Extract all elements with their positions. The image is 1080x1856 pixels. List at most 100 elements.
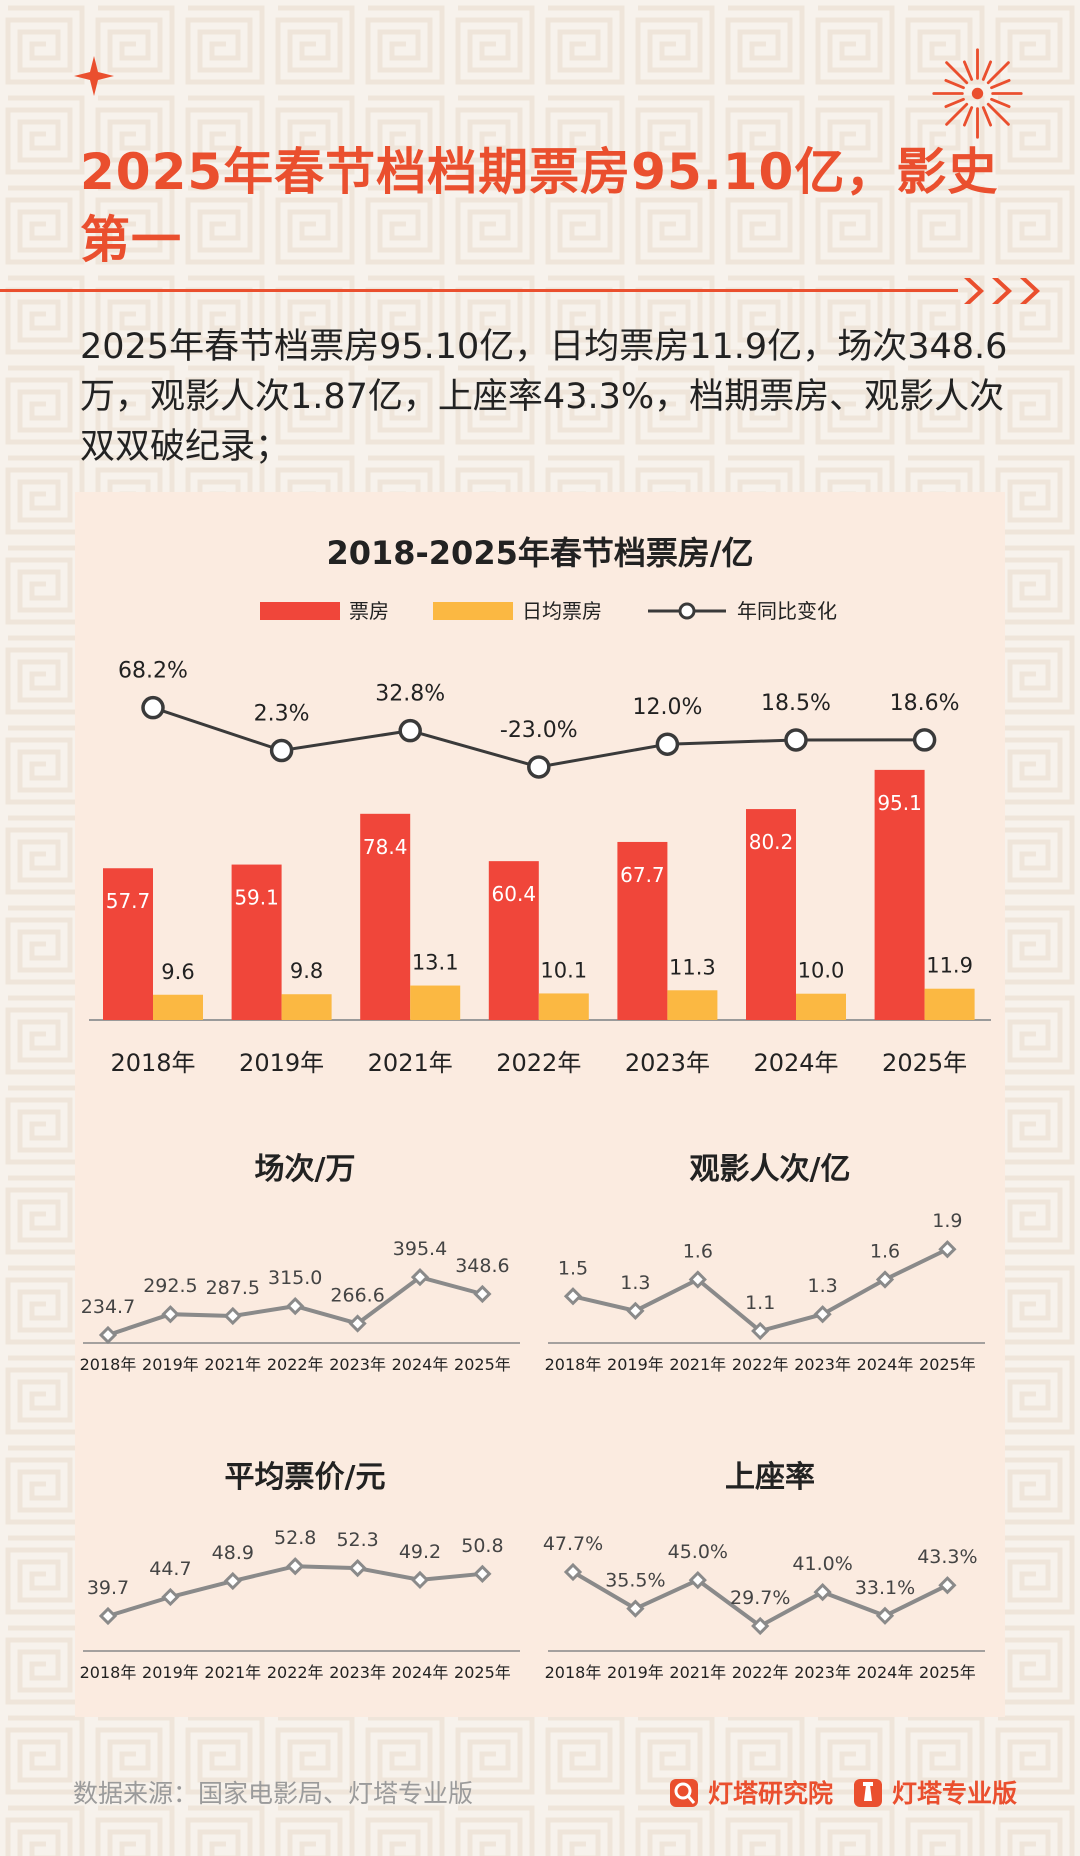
bar-box-office-label: 78.4 (363, 835, 408, 859)
yoy-label: 32.8% (375, 682, 445, 707)
bar-box-office-label: 95.1 (877, 791, 922, 815)
brand-research-label: 灯塔研究院 (708, 1779, 834, 1808)
page-title: 2025年春节档档期票房95.10亿，影史第一 (80, 143, 999, 269)
data-point (563, 1562, 583, 1582)
bar-daily-label: 11.3 (669, 955, 716, 979)
x-tick-label: 2023年 (794, 1663, 851, 1682)
yoy-point (269, 738, 294, 763)
bar-box-office (488, 861, 539, 1020)
data-label: 33.1% (855, 1577, 915, 1599)
x-tick-label: 2022年 (267, 1355, 324, 1374)
x-tick-label: 2024年 (753, 1049, 838, 1077)
bar-daily (796, 993, 846, 1020)
admissions-chart: 1.5 2018年 1.3 2019年 1.6 2021年 1.1 2022年 1.3 2023年… (545, 1210, 985, 1374)
x-tick-label: 2023年 (329, 1355, 386, 1374)
x-tick-label: 2019年 (607, 1355, 664, 1374)
x-tick-label: 2018年 (545, 1663, 602, 1682)
x-tick-label: 2024年 (392, 1355, 449, 1374)
data-point (875, 1606, 895, 1625)
data-label: 348.6 (455, 1255, 509, 1277)
data-point (223, 1571, 242, 1591)
yoy-point (141, 695, 165, 720)
data-point (161, 1305, 180, 1324)
x-tick-label: 2025年 (919, 1355, 976, 1374)
data-point (348, 1558, 367, 1578)
yoy-point (912, 728, 937, 752)
screenings-chart-title: 场次/万 (254, 1152, 356, 1187)
yoy-point (655, 732, 680, 756)
bar-daily (153, 994, 203, 1020)
data-point (938, 1240, 957, 1259)
avg-price-chart: 39.7 2018年 44.7 2019年 48.9 2021年 52.8 2022年 52.3… (80, 1527, 520, 1682)
bar-box-office-label: 59.1 (234, 886, 279, 910)
data-label: 35.5% (605, 1570, 665, 1592)
data-point (348, 1314, 367, 1333)
bar-daily (667, 990, 718, 1020)
bar-box-office-label: 80.2 (749, 830, 794, 854)
x-tick-label: 2025年 (882, 1049, 967, 1077)
legend-marker-yoy (678, 602, 696, 620)
bar-daily (924, 988, 975, 1020)
x-tick-label: 2019年 (607, 1663, 664, 1682)
x-tick-label: 2019年 (142, 1355, 199, 1374)
charts-panel (75, 492, 1005, 1717)
legend-label-daily: 日均票房 (522, 599, 602, 623)
screenings-chart: 234.7 2018年 292.5 2019年 287.5 2021年 315.0 2022年… (80, 1238, 520, 1374)
x-tick-label: 2022年 (267, 1663, 324, 1682)
data-label: 1.1 (745, 1292, 775, 1314)
data-point (410, 1268, 430, 1287)
yoy-label: 18.6% (890, 691, 960, 716)
data-label: 29.7% (730, 1587, 790, 1609)
data-label: 43.3% (917, 1546, 977, 1568)
bar-daily-label: 10.0 (798, 959, 845, 983)
brand-pro: 灯塔专业版 (852, 1772, 1017, 1812)
data-source: 数据来源：国家电影局、灯塔专业版 (73, 1779, 474, 1808)
x-tick-label: 2023年 (625, 1049, 710, 1077)
bar-box-office (360, 813, 411, 1020)
data-point (286, 1557, 305, 1576)
brand-research: 灯塔研究院 (668, 1772, 833, 1812)
legend-swatch-daily (433, 602, 513, 620)
data-point (813, 1305, 832, 1324)
data-label: 1.3 (807, 1275, 837, 1297)
data-point (813, 1582, 832, 1602)
x-tick-label: 2021年 (669, 1663, 726, 1682)
data-point (688, 1270, 707, 1289)
data-point (875, 1270, 895, 1289)
occupancy-chart: 47.7% 2018年 35.5% 2019年 45.0% 2021年 29.7% 2022年… (543, 1533, 985, 1682)
brand-pro-label: 灯塔专业版 (892, 1779, 1018, 1808)
data-point (473, 1284, 492, 1304)
bar-box-office-label: 57.7 (106, 889, 151, 913)
x-tick-label: 2022年 (732, 1663, 789, 1682)
data-point (98, 1606, 118, 1626)
bar-box-office (103, 868, 153, 1020)
lighthouse-pro-icon (854, 1779, 882, 1807)
x-tick-label: 2022年 (496, 1049, 581, 1077)
x-tick-label: 2025年 (919, 1663, 976, 1682)
data-point (410, 1570, 430, 1590)
legend-swatch-box-office (260, 602, 340, 620)
data-point (626, 1599, 645, 1618)
bar-box-office-label: 67.7 (620, 863, 665, 887)
occupancy-chart-title: 上座率 (725, 1460, 815, 1495)
intro-paragraph: 2025年春节档票房95.10亿，日均票房11.9亿，场次348.6万，观影人次… (80, 327, 1008, 467)
data-point (563, 1287, 583, 1306)
title-divider (0, 289, 958, 292)
x-tick-label: 2018年 (545, 1355, 602, 1374)
yoy-label: -23.0% (500, 718, 578, 743)
data-label: 292.5 (143, 1275, 197, 1297)
x-tick-label: 2024年 (392, 1663, 449, 1682)
data-label: 1.6 (870, 1240, 900, 1262)
bar-daily (410, 985, 461, 1020)
data-label: 41.0% (792, 1553, 852, 1575)
data-label: 234.7 (81, 1296, 135, 1318)
bar-box-office (617, 841, 668, 1020)
firework-icon (932, 48, 1023, 139)
x-tick-label: 2023年 (329, 1663, 386, 1682)
x-tick-label: 2021年 (204, 1355, 261, 1374)
data-point (688, 1570, 707, 1590)
data-label: 315.0 (268, 1267, 322, 1289)
bar-box-office (874, 769, 925, 1020)
x-tick-label: 2019年 (142, 1663, 199, 1682)
x-tick-label: 2024年 (857, 1355, 914, 1374)
